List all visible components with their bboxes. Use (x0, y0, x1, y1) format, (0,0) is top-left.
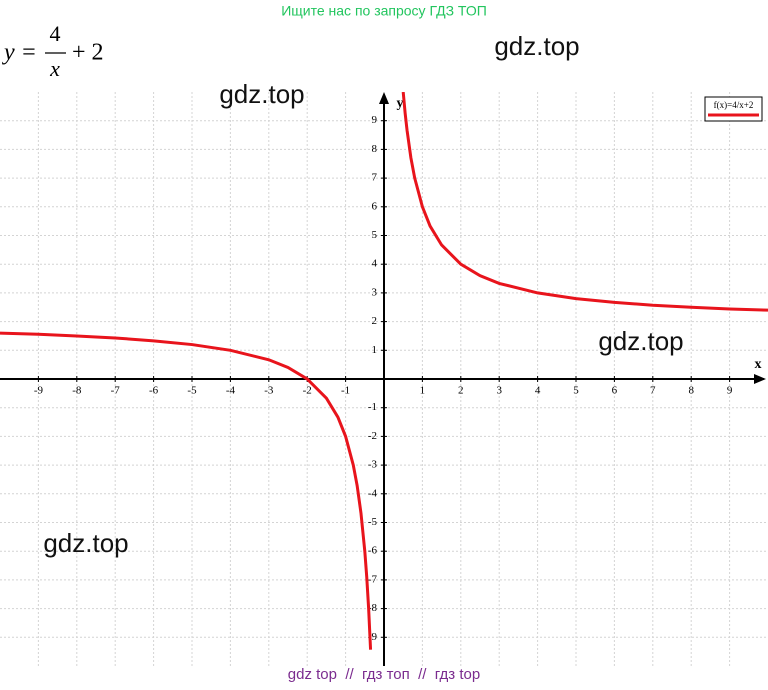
x-tick-label: -6 (149, 385, 159, 397)
x-tick-label: -7 (111, 385, 121, 397)
x-tick-label: -8 (72, 385, 82, 397)
legend-box (704, 96, 763, 122)
curve (0, 92, 768, 650)
watermark: gdz.top (598, 326, 683, 356)
watermark: gdz.top (219, 79, 304, 109)
y-tick-label: -9 (368, 631, 378, 643)
footer: gdz top // гдз топ // гдз top (288, 666, 480, 683)
formula-rest: + 2 (72, 40, 104, 66)
y-tick-label: 4 (372, 258, 378, 270)
header: Ищите нас по запросу ГДЗ ТОП (281, 3, 487, 19)
formula-lhs: y = (2, 40, 37, 66)
watermark: gdz.top (43, 528, 128, 558)
y-tick-label: -6 (368, 545, 378, 557)
legend-label: f(x)=4/x+2 (714, 100, 754, 110)
y-tick-label: 9 (372, 114, 378, 126)
x-tick-label: -1 (341, 385, 350, 397)
x-tick-label: -9 (34, 385, 44, 397)
y-tick-label: 6 (372, 200, 378, 212)
y-tick-label: 5 (372, 229, 378, 241)
y-tick-label: -1 (368, 401, 377, 413)
y-tick-label: -2 (368, 430, 377, 442)
y-tick-label: 1 (372, 344, 378, 356)
x-tick-label: 7 (650, 385, 656, 397)
x-tick-label: -3 (264, 385, 274, 397)
y-tick-label: -8 (368, 602, 378, 614)
x-axis-label: x (755, 357, 762, 372)
x-tick-label: -2 (303, 385, 312, 397)
watermark: gdz.top (494, 31, 579, 61)
y-tick-label: -4 (368, 487, 378, 499)
chart: x y -9 -8 -7 -6 -5 -4 -3 -2 -1 1 2 3 4 5 6 7 8 9 -9 -8 -7 -6 -5 -… (0, 92, 768, 666)
x-tick-label: -4 (226, 385, 236, 397)
y-tick-label: 7 (372, 172, 378, 184)
x-tick-label: 8 (688, 385, 694, 397)
x-arrow (754, 374, 766, 384)
x-tick-label: 9 (727, 385, 733, 397)
y-tick-label: -5 (368, 516, 378, 528)
y-tick-label: -7 (368, 573, 378, 585)
y-tick-label: 2 (372, 315, 378, 327)
y-tick-label: 8 (372, 143, 378, 155)
y-tick-label: 3 (372, 286, 378, 298)
x-tick-label: 4 (535, 385, 541, 397)
formula-denominator: x (49, 56, 60, 81)
y-axis-label: y (397, 96, 404, 111)
formula-numerator: 4 (50, 21, 61, 46)
x-tick-label: -5 (187, 385, 197, 397)
x-tick-label: 6 (612, 385, 618, 397)
y-arrow (379, 92, 389, 104)
x-tick-label: 1 (420, 385, 426, 397)
x-tick-label: 5 (573, 385, 579, 397)
x-tick-label: 3 (496, 385, 502, 397)
y-tick-label: -3 (368, 459, 378, 471)
x-tick-label: 2 (458, 385, 464, 397)
